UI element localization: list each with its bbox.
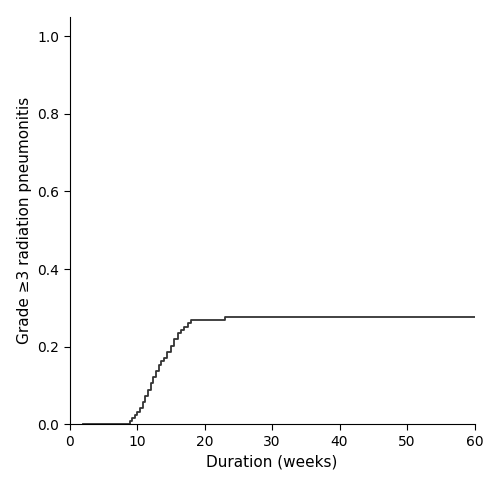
Y-axis label: Grade ≥3 radiation pneumonitis: Grade ≥3 radiation pneumonitis bbox=[16, 97, 32, 344]
X-axis label: Duration (weeks): Duration (weeks) bbox=[206, 454, 338, 469]
